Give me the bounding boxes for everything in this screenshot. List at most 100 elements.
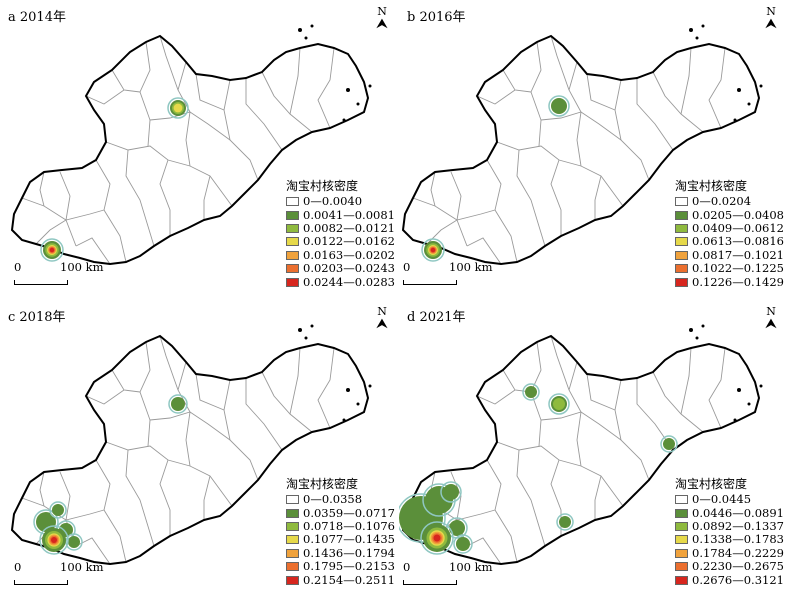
legend-swatch [286, 535, 299, 545]
density-hotspot [660, 435, 678, 453]
legend-label: 0.1795—0.2153 [303, 559, 395, 574]
density-hotspot [167, 97, 189, 119]
province-map [10, 24, 372, 266]
density-hotspot [49, 501, 67, 519]
legend-item: 0.0205—0.0408 [675, 208, 784, 221]
scale-min: 0 [14, 260, 22, 274]
legend-label: 0.1226—0.1429 [692, 274, 784, 289]
legend-label: 0.2230—0.2675 [692, 559, 784, 574]
legend-item: 0.0163—0.0202 [286, 247, 395, 262]
legend-swatch [675, 237, 688, 247]
legend-swatch [675, 521, 688, 531]
province-map [401, 24, 763, 266]
legend-label: 0.0163—0.0202 [303, 247, 395, 262]
legend-item: 0.0203—0.0243 [286, 262, 395, 275]
legend-item: 0.0041—0.0081 [286, 208, 395, 221]
province-map [10, 324, 372, 566]
legend-item: 0.0409—0.0612 [675, 220, 784, 235]
legend-swatch [286, 575, 299, 585]
legend-item: 0.0244—0.0283 [286, 275, 395, 288]
legend: 淘宝村核密度 0—0.0204 0.0205—0.0408 0.0409—0.061… [675, 180, 784, 289]
legend-label: 0.0409—0.0612 [692, 220, 784, 235]
legend-swatch [675, 495, 688, 505]
legend-label: 0.2676—0.3121 [692, 572, 784, 587]
legend-item: 0.0817—0.1021 [675, 247, 784, 262]
legend-item: 0—0.0204 [675, 195, 784, 208]
legend-item: 0.2230—0.2675 [675, 560, 784, 573]
map-panel-c: c 2018年 N ⮝ 淘宝村核密度 0—0.0358 0.0359—0.0717 0… [0, 300, 398, 600]
legend-label: 0.0082—0.0121 [303, 220, 395, 235]
legend-label: 0.0203—0.0243 [303, 261, 395, 276]
density-hotspot [168, 394, 188, 414]
scale-max: 100 km [60, 260, 104, 274]
province-map [399, 324, 763, 566]
panel-title: c 2018年 [8, 310, 66, 325]
legend-swatch [286, 250, 299, 260]
legend-item: 0.1226—0.1429 [675, 275, 784, 288]
legend-item: 0—0.0445 [675, 493, 784, 506]
legend-swatch [675, 535, 688, 545]
legend-swatch [675, 197, 688, 207]
map-panel-d: d 2021年 N ⮝ 淘宝村核密度 0—0.0445 0.0446—0.0891 0… [399, 300, 797, 600]
north-arrow-icon: N ⮝ [765, 305, 777, 332]
north-arrow-icon: N ⮝ [765, 5, 777, 32]
legend-title: 淘宝村核密度 [286, 179, 359, 193]
density-hotspot [65, 533, 83, 551]
legend-label: 0.1784—0.2229 [692, 545, 784, 560]
legend-title: 淘宝村核密度 [675, 477, 748, 491]
density-hotspot [39, 525, 69, 555]
legend-item: 0.1338—0.1783 [675, 533, 784, 546]
density-hotspot [420, 521, 454, 555]
scale-max: 100 km [60, 560, 104, 574]
legend-swatch [675, 508, 688, 518]
legend: 淘宝村核密度 0—0.0358 0.0359—0.0717 0.0718—0.107… [286, 478, 395, 587]
legend-label: 0.0041—0.0081 [303, 207, 395, 222]
legend-item: 0.1795—0.2153 [286, 560, 395, 573]
map-panel-b: b 2016年 N ⮝ 淘宝村核密度 0—0.0204 0.0205—0.0408 0… [399, 0, 797, 300]
legend-label: 0.0205—0.0408 [692, 207, 784, 222]
density-hotspot [548, 95, 570, 117]
legend-item: 0—0.0040 [286, 195, 395, 208]
legend-item: 0.1784—0.2229 [675, 545, 784, 560]
legend-item: 0.2154—0.2511 [286, 573, 395, 586]
scale-min: 0 [403, 260, 411, 274]
scale-min: 0 [14, 560, 22, 574]
legend-item: 0.0446—0.0891 [675, 506, 784, 519]
legend-item: 0.0892—0.1337 [675, 519, 784, 533]
density-hotspot [556, 513, 574, 531]
legend-swatch [286, 197, 299, 207]
legend-label: 0.1077—0.1435 [303, 532, 395, 547]
legend-label: 0.0613—0.0816 [692, 234, 784, 249]
legend-title: 淘宝村核密度 [286, 477, 359, 491]
density-hotspot [440, 481, 462, 503]
legend-swatch [286, 521, 299, 531]
legend-label: 0.0122—0.0162 [303, 234, 395, 249]
legend-label: 0—0.0204 [692, 194, 752, 209]
legend-title: 淘宝村核密度 [675, 179, 748, 193]
legend-swatch [675, 264, 688, 274]
density-hotspot [421, 238, 445, 262]
legend-swatch [286, 508, 299, 518]
legend-item: 0—0.0358 [286, 493, 395, 506]
legend-label: 0.0446—0.0891 [692, 505, 784, 520]
legend-swatch [675, 562, 688, 572]
panel-title: d 2021年 [407, 310, 466, 325]
legend-label: 0.2154—0.2511 [303, 572, 395, 587]
legend-label: 0—0.0445 [692, 492, 752, 507]
legend-label: 0.0817—0.1021 [692, 247, 784, 262]
legend-swatch [286, 223, 299, 233]
legend-swatch [675, 548, 688, 558]
legend-label: 0.1022—0.1225 [692, 261, 784, 276]
legend-label: 0.1338—0.1783 [692, 532, 784, 547]
legend-swatch [286, 264, 299, 274]
legend-swatch [675, 575, 688, 585]
legend-label: 0.0359—0.0717 [303, 505, 395, 520]
density-hotspot [522, 383, 540, 401]
legend-swatch [675, 250, 688, 260]
density-hotspot [453, 534, 473, 554]
legend-item: 0.0359—0.0717 [286, 506, 395, 519]
panel-title: b 2016年 [407, 10, 466, 25]
legend-label: 0—0.0040 [303, 194, 363, 209]
legend-label: 0.0244—0.0283 [303, 274, 395, 289]
legend-swatch [675, 223, 688, 233]
